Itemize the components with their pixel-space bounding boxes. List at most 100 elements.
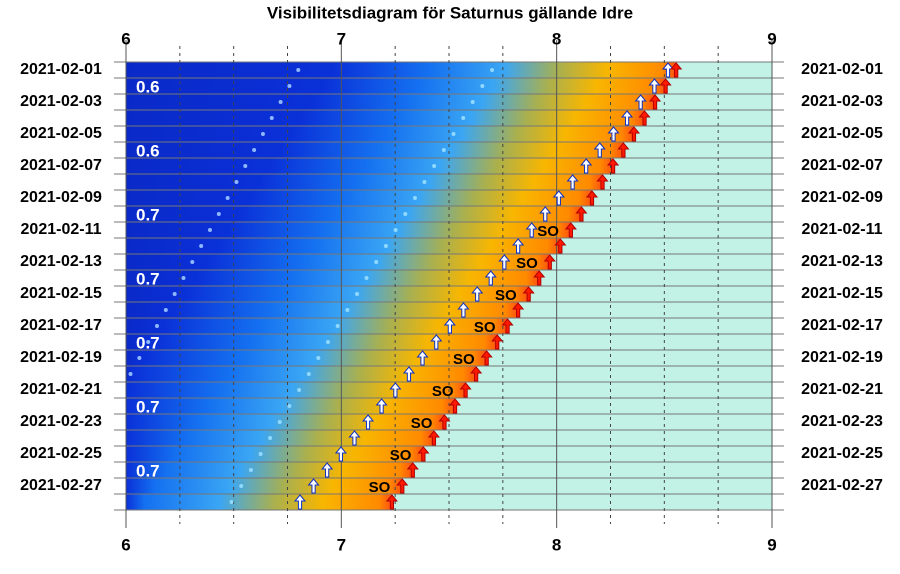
saturn-arrow (471, 286, 484, 302)
sun-annotation: SO (390, 447, 412, 464)
row-background (126, 78, 772, 94)
date-label-right: 2021-02-09 (801, 189, 883, 206)
date-label-right: 2021-02-05 (801, 125, 883, 142)
date-label-right: 2021-02-25 (801, 445, 883, 462)
twilight-dot (260, 132, 265, 136)
x-tick-label-top: 6 (121, 29, 130, 48)
sunrise-arrow (522, 286, 535, 302)
twilight-dot (287, 404, 292, 408)
magnitude-label: 0.7 (136, 269, 160, 288)
sunrise-arrow (670, 62, 683, 78)
x-tick-label-top: 7 (337, 29, 346, 48)
twilight-dot (461, 116, 466, 120)
twilight-dot (432, 164, 437, 168)
saturn-arrow (293, 494, 307, 510)
sunrise-arrow (607, 158, 620, 174)
twilight-dot (345, 308, 350, 312)
saturn-arrow (334, 446, 347, 462)
magnitude-label: 0.6 (136, 141, 160, 160)
saturn-arrow (580, 158, 593, 174)
date-label-left: 2021-02-25 (20, 445, 102, 462)
sunrise-arrow (575, 206, 588, 222)
date-label-right: 2021-02-19 (801, 349, 883, 366)
sunrise-arrow (649, 94, 662, 110)
saturn-arrow (457, 302, 470, 318)
saturn-arrow (402, 366, 416, 382)
date-label-left: 2021-02-09 (20, 189, 102, 206)
date-label-right: 2021-02-01 (801, 61, 883, 78)
saturn-arrow (321, 462, 334, 478)
chart-title: Visibilitetsdiagram för Saturnus gälland… (267, 3, 633, 22)
twilight-dot (364, 276, 369, 280)
twilight-dot (239, 484, 244, 488)
saturn-arrow (566, 174, 579, 190)
saturn-arrow (498, 254, 511, 270)
sunrise-arrow (470, 366, 483, 382)
twilight-dot (243, 164, 248, 168)
row-background (126, 414, 772, 430)
sun-annotation: SO (411, 415, 433, 432)
date-label-left: 2021-02-07 (20, 157, 102, 174)
twilight-dot (297, 388, 302, 392)
x-tick-label-bottom: 6 (121, 535, 130, 554)
sun-annotation: SO (474, 319, 496, 336)
sunrise-arrow (564, 222, 577, 238)
saturn-arrow (525, 222, 538, 238)
sunrise-arrow (480, 350, 493, 366)
saturn-arrow (621, 110, 634, 126)
twilight-dot (412, 196, 417, 200)
date-label-left: 2021-02-11 (21, 221, 102, 238)
magnitude-label: 0.7 (136, 397, 160, 416)
x-tick-label-top: 9 (767, 29, 776, 48)
x-tick-label-bottom: 7 (337, 535, 346, 554)
sunrise-arrow (406, 462, 419, 478)
sunrise-arrow (512, 302, 525, 318)
saturn-arrow (348, 430, 361, 446)
sun-annotation: SO (495, 287, 517, 304)
row-background (126, 302, 772, 318)
saturn-arrow (375, 398, 388, 414)
date-label-right: 2021-02-13 (801, 253, 883, 270)
sunrise-arrow (638, 110, 651, 126)
twilight-dot (355, 292, 360, 296)
twilight-dot (216, 212, 221, 216)
sunrise-arrow (459, 382, 472, 398)
twilight-dot (234, 180, 239, 184)
magnitude-label: 0.6 (136, 77, 160, 96)
twilight-dot (190, 260, 195, 264)
twilight-dot (480, 84, 485, 88)
saturn-arrow (416, 350, 429, 366)
twilight-dot (229, 500, 234, 504)
saturn-arrow (430, 334, 443, 350)
sunrise-arrow (533, 270, 546, 286)
date-label-left: 2021-02-03 (20, 93, 102, 110)
twilight-dot (268, 436, 273, 440)
twilight-dot (296, 68, 301, 72)
saturn-arrow (389, 382, 402, 398)
sunrise-arrow (617, 142, 630, 158)
date-label-right: 2021-02-27 (801, 477, 883, 494)
sunrise-arrow (627, 126, 641, 142)
twilight-dot (155, 324, 160, 328)
x-tick-label-bottom: 9 (767, 535, 776, 554)
saturn-arrow (484, 270, 497, 286)
date-label-left: 2021-02-27 (20, 477, 102, 494)
sunrise-arrow (438, 414, 451, 430)
twilight-dot (252, 148, 257, 152)
twilight-dot (335, 324, 340, 328)
magnitude-label: 0.7 (136, 205, 160, 224)
date-label-left: 2021-02-15 (20, 285, 102, 302)
twilight-dot (248, 468, 253, 472)
twilight-dot (172, 292, 177, 296)
x-tick-label-top: 8 (552, 29, 561, 48)
saturn-arrow (552, 190, 565, 206)
twilight-dot (269, 116, 274, 120)
date-label-right: 2021-02-03 (801, 93, 883, 110)
sun-annotation: SO (537, 223, 559, 240)
date-label-right: 2021-02-23 (801, 413, 883, 430)
date-label-left: 2021-02-05 (20, 125, 102, 142)
saturn-arrow (607, 126, 620, 142)
twilight-dot (146, 340, 151, 344)
sun-annotation: SO (516, 255, 538, 272)
twilight-dot (374, 260, 379, 264)
